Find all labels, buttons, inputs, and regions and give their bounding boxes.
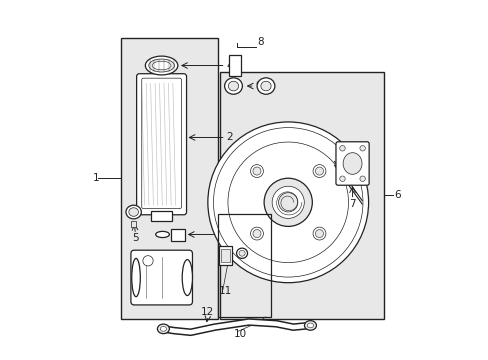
Text: 1: 1 (93, 174, 100, 183)
Circle shape (359, 145, 365, 151)
Text: 3: 3 (226, 229, 233, 239)
Bar (171, 229, 184, 241)
Circle shape (312, 165, 325, 177)
Ellipse shape (224, 78, 242, 94)
Ellipse shape (126, 205, 141, 219)
Ellipse shape (152, 61, 171, 70)
Ellipse shape (228, 81, 238, 91)
Text: 7: 7 (348, 199, 355, 209)
Ellipse shape (182, 260, 192, 296)
Circle shape (250, 165, 263, 177)
Ellipse shape (257, 78, 274, 94)
Text: 8: 8 (257, 37, 264, 46)
Text: 5: 5 (132, 233, 139, 243)
Ellipse shape (148, 59, 174, 72)
Ellipse shape (260, 81, 270, 91)
Ellipse shape (307, 323, 313, 328)
Circle shape (339, 176, 345, 181)
FancyBboxPatch shape (131, 250, 192, 305)
Ellipse shape (155, 231, 169, 238)
Text: 10: 10 (234, 329, 246, 339)
Bar (228, 55, 241, 76)
Circle shape (315, 167, 323, 175)
Circle shape (312, 227, 325, 240)
FancyBboxPatch shape (335, 142, 368, 185)
Text: 6: 6 (393, 190, 400, 201)
Bar (121, 38, 218, 319)
Ellipse shape (304, 321, 316, 330)
Ellipse shape (160, 327, 166, 331)
Ellipse shape (157, 324, 169, 334)
Bar (220, 72, 383, 319)
Bar (218, 247, 231, 265)
Circle shape (207, 122, 368, 283)
Circle shape (250, 227, 263, 240)
Circle shape (264, 178, 312, 226)
Ellipse shape (129, 208, 138, 216)
Circle shape (339, 145, 345, 151)
Circle shape (252, 167, 261, 175)
Bar (218, 214, 270, 317)
Bar (151, 211, 171, 221)
Text: 2: 2 (226, 132, 233, 143)
Circle shape (315, 230, 323, 238)
Circle shape (142, 256, 153, 266)
Text: 12: 12 (201, 307, 214, 317)
Ellipse shape (236, 248, 247, 258)
Circle shape (272, 186, 304, 219)
Circle shape (278, 193, 297, 212)
Text: 11: 11 (218, 286, 232, 296)
Circle shape (359, 176, 365, 181)
Text: 9: 9 (255, 81, 262, 91)
FancyBboxPatch shape (136, 74, 186, 215)
Ellipse shape (145, 56, 178, 75)
Bar (221, 249, 229, 262)
Circle shape (252, 230, 261, 238)
Ellipse shape (131, 258, 140, 297)
Ellipse shape (343, 153, 361, 174)
Bar (131, 221, 136, 228)
Text: 4: 4 (226, 60, 233, 71)
Ellipse shape (239, 250, 244, 256)
